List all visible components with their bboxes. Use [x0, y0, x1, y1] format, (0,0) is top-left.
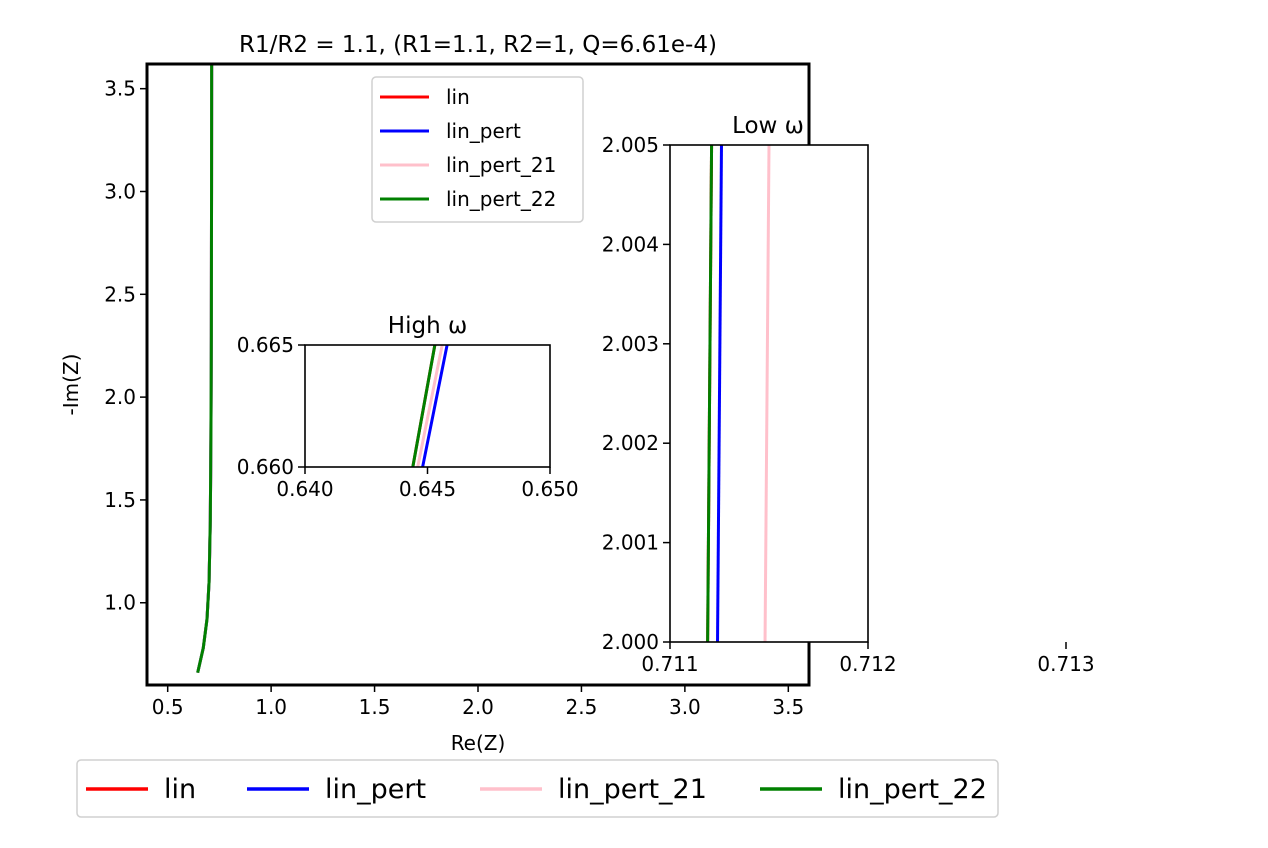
y-tick-label: 3.5: [104, 77, 136, 101]
inset-low-axes: 0.711 0.712 0.713 2.000 2.001 2.002 2.003 2.004…: [602, 113, 1095, 676]
x-tick-label: 1.0: [255, 695, 287, 719]
legend-label: lin_pert_22: [446, 187, 556, 211]
y-axis-label: -Im(Z): [59, 354, 83, 416]
series-line-lin-pert-21: [416, 345, 444, 467]
axes-title: Low ω: [732, 113, 804, 139]
x-tick-label: 3.5: [772, 695, 804, 719]
series-line-lin-pert-22: [196, 64, 214, 673]
x-tick-label: 0.645: [399, 477, 456, 501]
bottom-legend-label: lin_pert_21: [558, 774, 707, 805]
series-line-lin-pert: [421, 345, 449, 467]
y-tick-label: 2.001: [602, 531, 659, 555]
y-tick-label: 2.5: [104, 282, 136, 306]
legend-label: lin: [446, 85, 470, 109]
y-tick-label: 2.002: [602, 431, 659, 455]
y-tick-label: 1.0: [104, 591, 136, 615]
series-line-lin-pert-22: [411, 345, 437, 467]
axes-title: High ω: [388, 313, 467, 339]
x-tick-label: 0.712: [839, 652, 896, 676]
axes-title: R1/R2 = 1.1, (R1=1.1, R2=1, Q=6.61e-4): [239, 32, 717, 58]
y-tick-label: 3.0: [104, 179, 136, 203]
x-tick-label: 1.5: [359, 695, 391, 719]
x-tick-label: 0.711: [641, 652, 698, 676]
axes-frame: [669, 144, 869, 643]
bottom-legend: lin lin_pert lin_pert_21 lin_pert_22: [76, 759, 999, 818]
x-tick-label: 0.640: [276, 477, 333, 501]
series-line-lin-pert: [716, 145, 723, 642]
x-tick-label: 0.713: [1037, 652, 1094, 676]
legend-frame: [371, 76, 584, 223]
x-tick-label: 0.5: [152, 695, 184, 719]
x-tick-label: 3.0: [669, 695, 701, 719]
y-tick-label: 2.004: [602, 232, 659, 256]
legend-label: lin_pert: [446, 119, 521, 143]
x-tick-label: 0.650: [521, 477, 578, 501]
bottom-legend-label: lin_pert: [325, 774, 426, 805]
x-tick-label: 2.5: [566, 695, 598, 719]
y-tick-label: 2.005: [602, 133, 659, 157]
y-tick-label: 2.003: [602, 332, 659, 356]
bottom-legend-label: lin_pert_22: [838, 774, 987, 805]
series-line-lin-pert-21: [763, 145, 771, 642]
bottom-legend-label: lin: [164, 774, 196, 805]
legend-label: lin_pert_21: [446, 153, 556, 177]
y-tick-label: 1.5: [104, 488, 136, 512]
series-line-lin-pert-22: [706, 145, 714, 642]
y-tick-label: 0.660: [237, 455, 294, 479]
y-tick-label: 0.665: [237, 333, 294, 357]
x-axis-label: Re(Z): [451, 731, 506, 755]
x-tick-label: 2.0: [462, 695, 494, 719]
y-tick-label: 2.000: [602, 630, 659, 654]
y-tick-label: 2.0: [104, 385, 136, 409]
main-legend: lin lin_pert lin_pert_21 lin_pert_22: [371, 76, 584, 223]
inset-high-axes: 0.640 0.645 0.650 0.660 0.665 High ω: [237, 313, 579, 501]
